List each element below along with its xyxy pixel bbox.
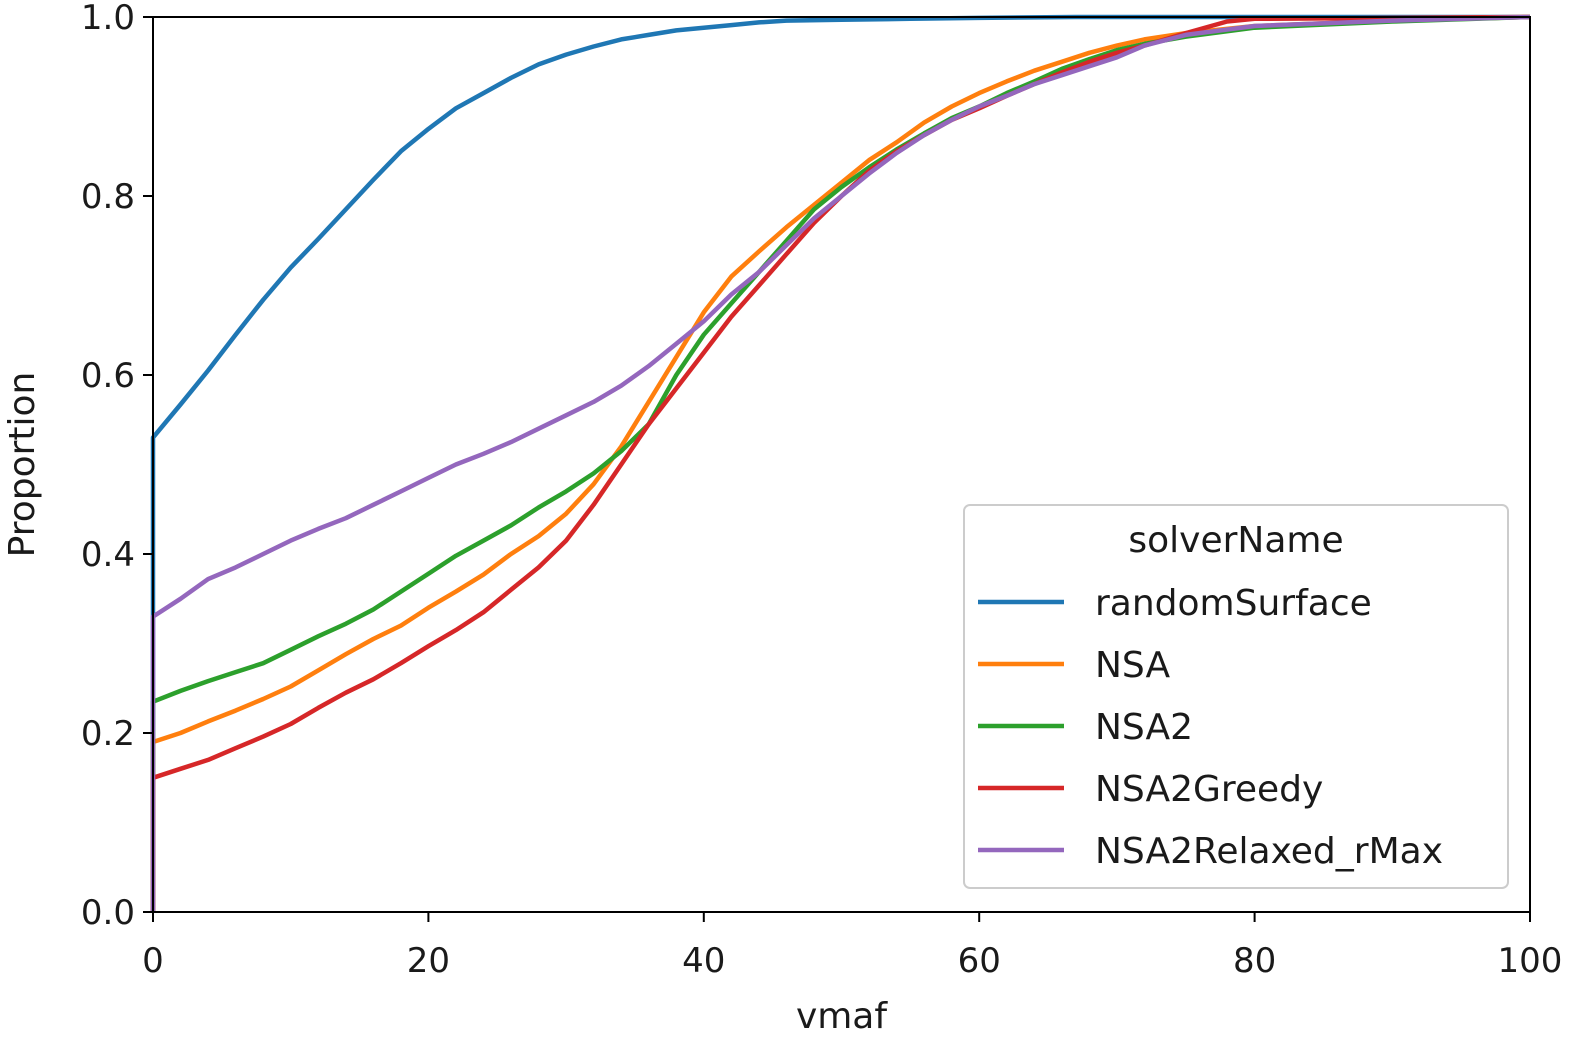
series-lines — [150, 14, 1531, 912]
legend-item-NSA: NSA — [978, 645, 1170, 686]
legend-box — [963, 504, 1509, 889]
y-tick-label: 0.4 — [81, 535, 135, 575]
x-tick-label: 60 — [958, 941, 1001, 981]
legend-item-randomSurface: randomSurface — [978, 583, 1372, 624]
legend-item-NSA2Greedy: NSA2Greedy — [978, 769, 1323, 810]
x-tick-label: 40 — [682, 941, 725, 981]
legend: solverName randomSurface NSA NSA2 NSA2Greed… — [963, 504, 1509, 889]
legend-item-NSA2: NSA2 — [978, 707, 1193, 748]
y-tick-label: 1.0 — [81, 0, 135, 38]
series-line-NSA2 — [150, 14, 1531, 912]
x-tick-label: 80 — [1233, 941, 1276, 981]
legend-label: randomSurface — [1095, 583, 1372, 624]
x-tick-label: 0 — [142, 941, 164, 981]
y-axis-label: Proportion — [2, 372, 43, 558]
x-tick-label: 20 — [407, 941, 450, 981]
legend-label: NSA2 — [1095, 707, 1193, 748]
y-tick-label: 0.2 — [81, 714, 135, 754]
legend-label: NSA2Greedy — [1095, 769, 1323, 810]
legend-title: solverName — [1128, 520, 1343, 561]
legend-label: NSA2Relaxed_rMax — [1095, 831, 1443, 872]
series-line-randomSurface — [150, 14, 1530, 912]
y-tick-label: 0.8 — [81, 177, 135, 217]
y-axis: 0.0 0.2 0.4 0.6 0.8 1.0 — [81, 0, 153, 933]
y-tick-label: 0.0 — [81, 893, 135, 933]
series-line-NSA2Relaxed_rMax — [150, 14, 1531, 912]
plot-area-frame — [152, 16, 1531, 913]
x-axis-label: vmaf — [796, 996, 888, 1037]
x-axis: 0 20 40 60 80 100 — [142, 912, 1562, 981]
legend-item-NSA2Relaxed_rMax: NSA2Relaxed_rMax — [978, 831, 1443, 872]
y-tick-label: 0.6 — [81, 356, 135, 396]
legend-label: NSA — [1095, 645, 1170, 686]
series-line-NSA2Greedy — [150, 14, 1531, 912]
x-tick-label: 100 — [1498, 941, 1563, 981]
